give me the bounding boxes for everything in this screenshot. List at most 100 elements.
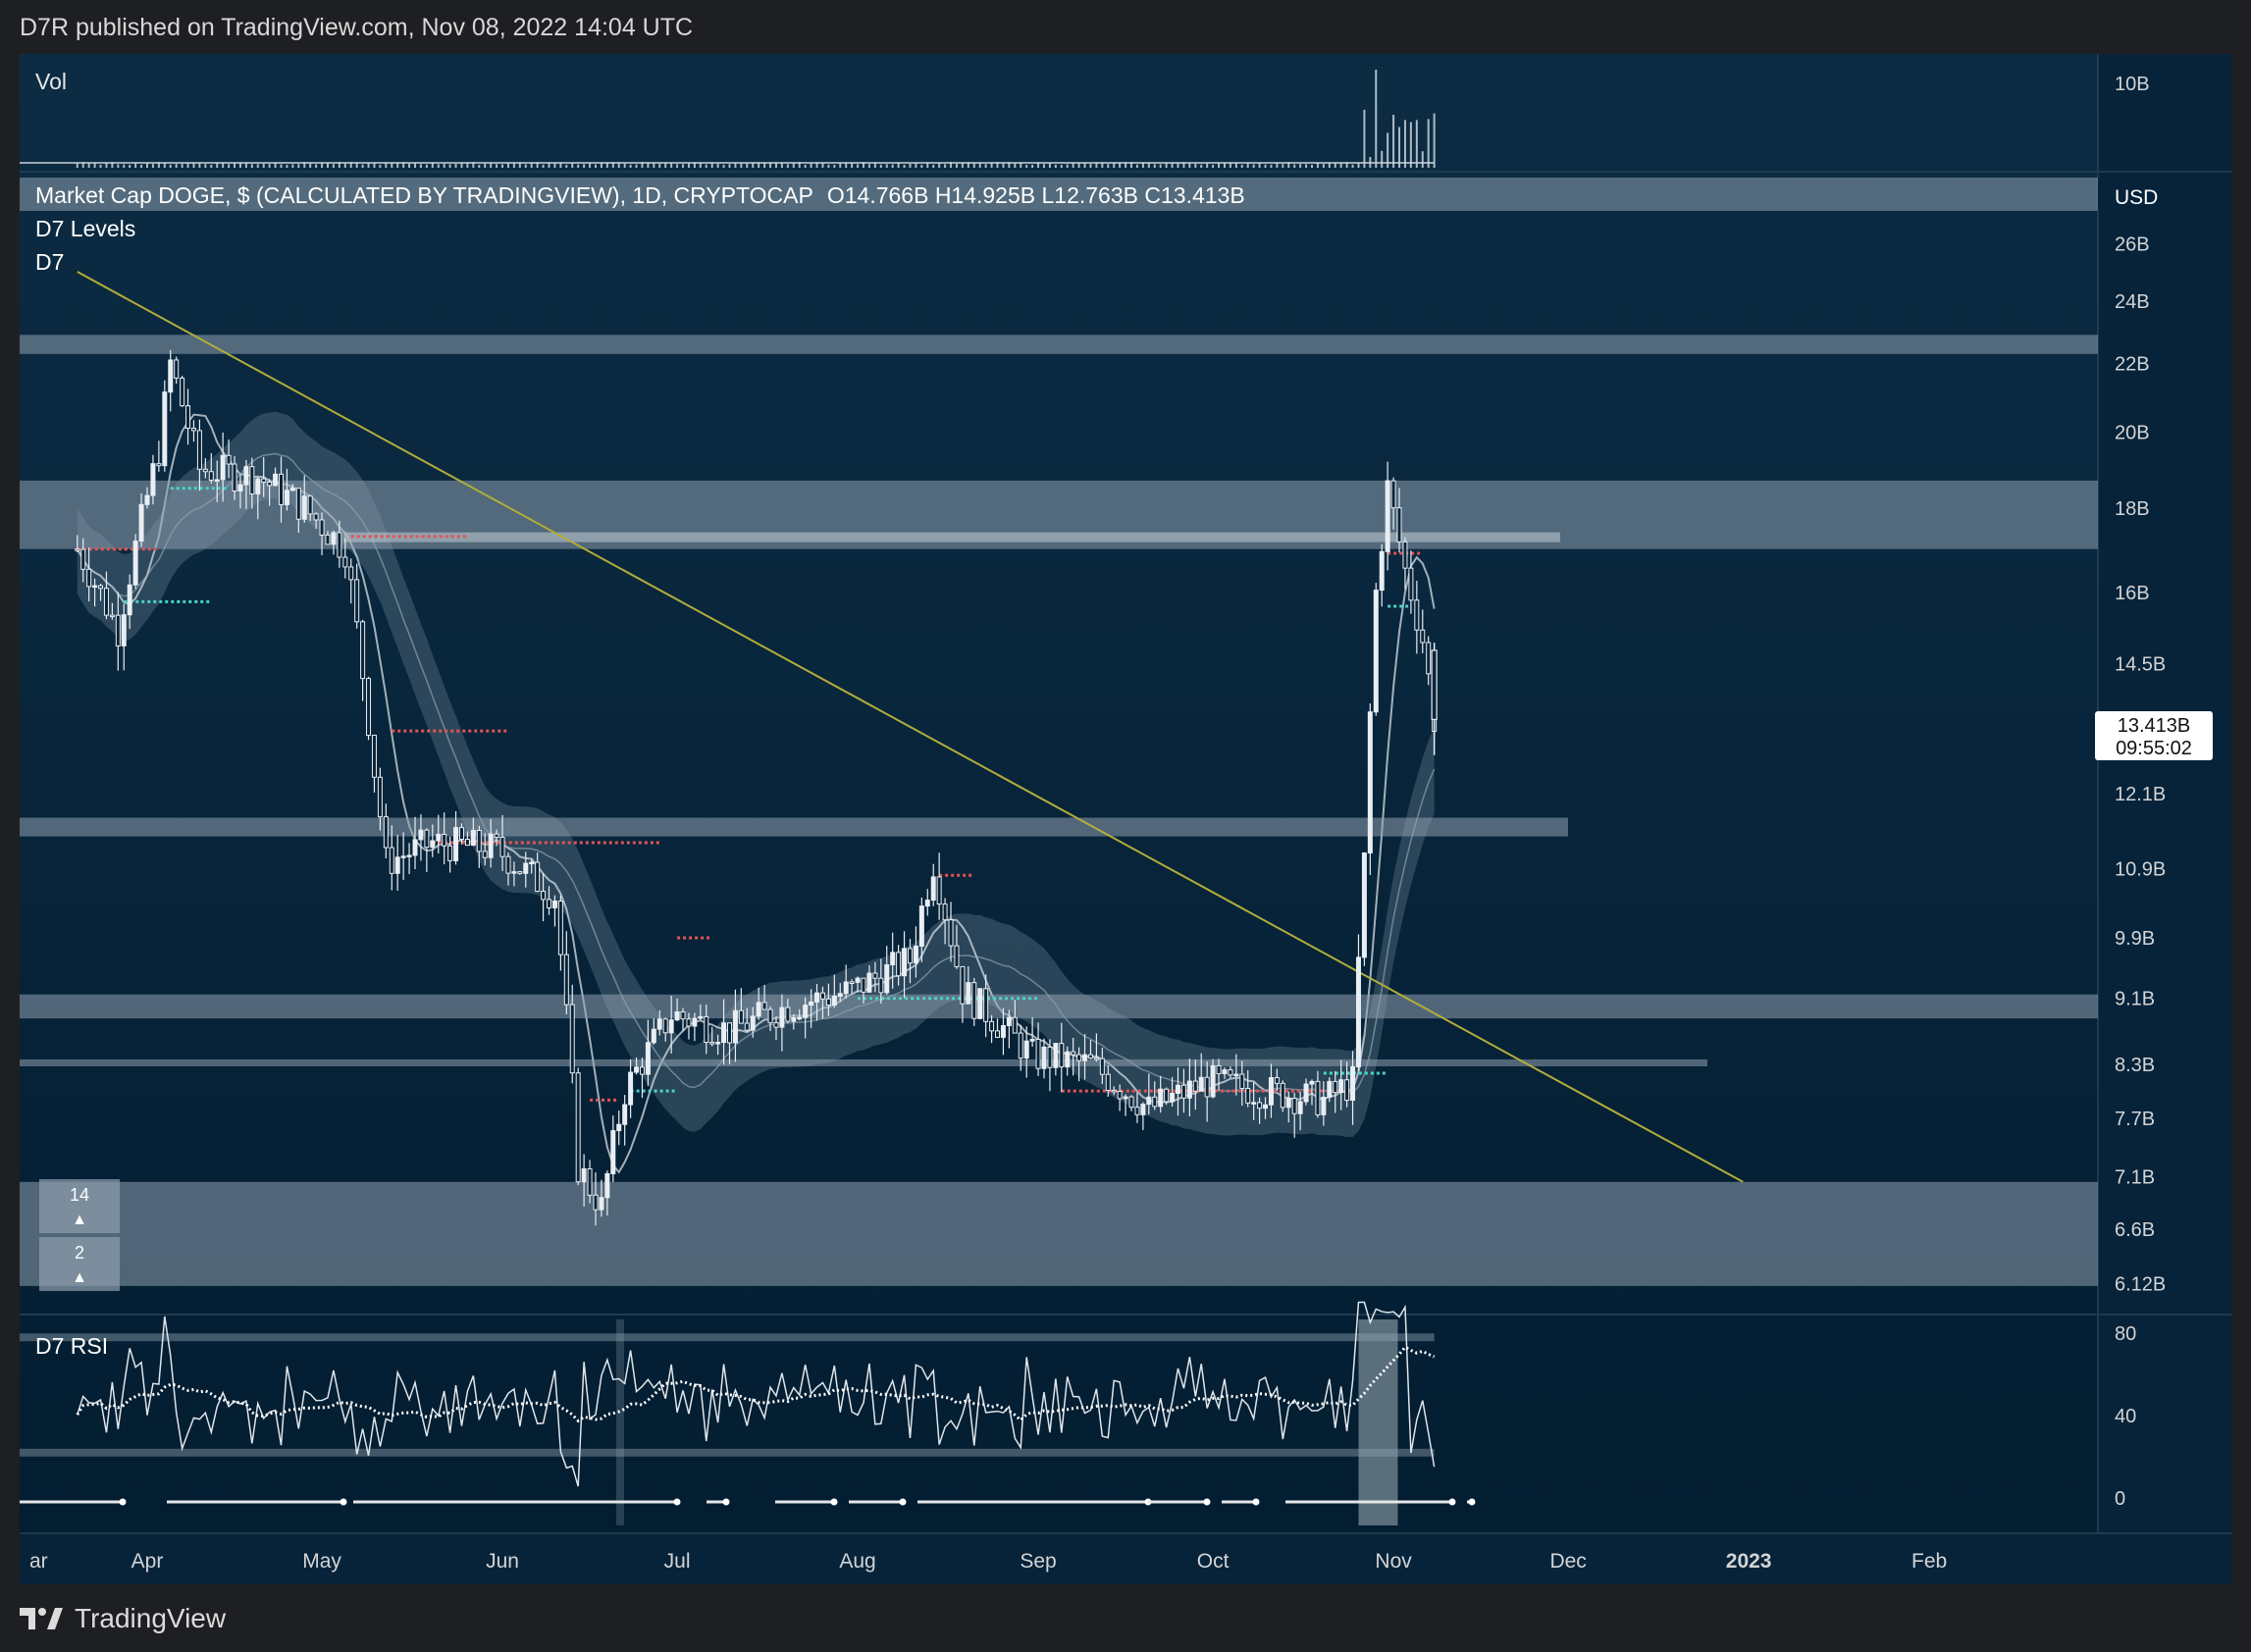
time-tick-label[interactable]: Aug	[839, 1550, 875, 1573]
candle-body	[709, 1042, 715, 1045]
candle-body	[1285, 1098, 1291, 1109]
candle-body	[622, 1104, 628, 1125]
candle-body	[645, 1042, 651, 1075]
chart-container[interactable]: Vol 10B Market Cap DOGE, $ (CALCULATED B…	[20, 54, 2231, 1584]
volume-bar	[548, 163, 550, 168]
volume-bar	[472, 162, 475, 168]
volume-bar	[478, 164, 481, 168]
badge-arrow-icon: ▲	[72, 1212, 87, 1228]
volume-bar	[1258, 163, 1261, 168]
time-tick-label[interactable]: Oct	[1197, 1550, 1230, 1573]
time-tick-label[interactable]: Nov	[1375, 1550, 1412, 1573]
candle-body	[890, 952, 896, 966]
candle-body	[121, 614, 127, 646]
time-tick-label[interactable]: Apr	[131, 1550, 164, 1573]
volume-bar	[1270, 164, 1273, 168]
candle-body	[80, 548, 86, 570]
volume-bar	[1334, 162, 1336, 168]
time-tick-label[interactable]: ar	[29, 1550, 48, 1573]
time-tick-label[interactable]: Feb	[1911, 1550, 1947, 1573]
candle-body	[284, 490, 289, 505]
volume-bar	[490, 163, 493, 168]
time-tick-label[interactable]: Jul	[664, 1550, 691, 1573]
candle-body	[1175, 1084, 1180, 1095]
candle-body	[727, 1022, 732, 1044]
candle-body	[634, 1066, 640, 1073]
time-tick-label[interactable]: Jun	[486, 1550, 519, 1573]
indicator-d7[interactable]: D7	[35, 249, 64, 275]
candle-body	[1065, 1051, 1071, 1068]
rsi-label[interactable]: D7 RSI	[35, 1333, 108, 1359]
volume-bar	[926, 162, 929, 168]
indicator-d7-levels[interactable]: D7 Levels	[35, 216, 135, 241]
volume-bar	[234, 163, 236, 168]
candle-body	[1082, 1054, 1088, 1061]
candle-body	[1076, 1054, 1082, 1061]
chart-svg[interactable]: Vol 10B Market Cap DOGE, $ (CALCULATED B…	[20, 54, 2231, 1584]
candle-body	[1385, 480, 1390, 552]
candle-body	[1222, 1069, 1228, 1074]
volume-bar	[693, 162, 696, 168]
candle-body	[1198, 1076, 1204, 1092]
volume-bar	[76, 163, 79, 168]
support-resistance-zone	[343, 532, 1560, 542]
candle-body	[960, 965, 966, 1005]
volume-bar	[1165, 163, 1168, 168]
candle-body	[1228, 1069, 1233, 1076]
badge-box[interactable]	[39, 1179, 120, 1233]
volume-bar	[1381, 150, 1384, 168]
candle-body	[1268, 1077, 1274, 1106]
price-tick-label: 20B	[2115, 423, 2150, 444]
candle-body	[656, 1018, 662, 1030]
candle-body	[814, 992, 820, 1003]
candle-body	[797, 1016, 803, 1020]
candle-body	[1274, 1077, 1280, 1084]
candle-body	[150, 463, 156, 496]
volume-bar	[454, 164, 457, 168]
volume-bar	[524, 164, 527, 168]
candle-body	[1029, 1038, 1035, 1042]
time-tick-label[interactable]: 2023	[1726, 1550, 1772, 1573]
volume-bar	[1421, 151, 1424, 168]
candle-body	[1186, 1080, 1192, 1099]
volume-bar	[385, 162, 388, 168]
candle-body	[861, 977, 866, 993]
candle-body	[674, 1010, 680, 1021]
volume-bar	[641, 162, 644, 168]
candle-body	[174, 359, 180, 379]
volume-bar	[780, 162, 783, 168]
footer-brand[interactable]: TradingView	[20, 1601, 226, 1636]
volume-bar	[238, 162, 241, 168]
time-tick-label[interactable]: May	[302, 1550, 341, 1573]
volume-bar	[146, 163, 148, 168]
volume-bar	[1223, 162, 1226, 168]
volume-bar	[501, 164, 504, 168]
volume-bar	[763, 162, 766, 168]
volume-bar	[1363, 109, 1366, 168]
candle-body	[1303, 1083, 1309, 1103]
time-tick-label[interactable]: Dec	[1549, 1550, 1586, 1573]
badge-box[interactable]	[39, 1237, 120, 1291]
volume-bar	[1077, 162, 1080, 168]
currency-label[interactable]: USD	[2115, 186, 2158, 209]
candle-body	[686, 1018, 692, 1027]
bar-countdown: 09:55:02	[2116, 738, 2192, 759]
candle-body	[488, 833, 494, 858]
time-tick-label[interactable]: Sep	[1020, 1550, 1056, 1573]
candle-body	[581, 1167, 587, 1183]
volume-bar	[228, 164, 231, 168]
volume-bar	[589, 162, 592, 168]
volume-bar	[1095, 162, 1098, 168]
candle-body	[220, 454, 226, 481]
time-axis[interactable]: ar Apr May Jun Jul Aug Sep Oct Nov Dec 2023 Feb	[29, 1550, 1947, 1573]
candle-body	[1408, 567, 1414, 601]
candle-body	[337, 532, 342, 558]
signal-dot	[340, 1498, 347, 1506]
volume-bar	[758, 162, 760, 168]
candle-body	[1239, 1073, 1245, 1090]
trendline[interactable]	[77, 271, 1744, 1183]
volume-bar	[670, 163, 673, 168]
candle-body	[855, 977, 861, 983]
volume-bar	[617, 162, 620, 168]
candle-body	[505, 855, 511, 874]
